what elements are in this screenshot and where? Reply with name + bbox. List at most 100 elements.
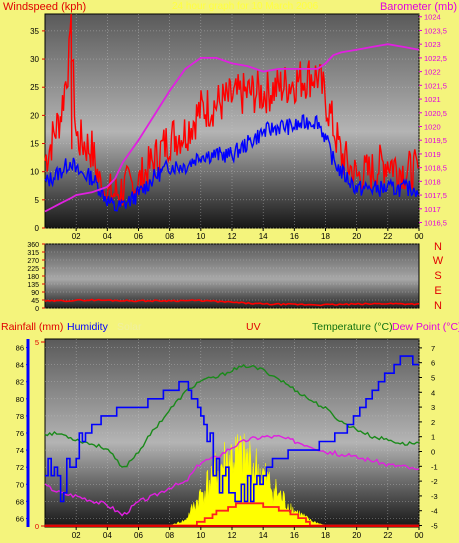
x-tick-label: 04 [103,531,112,540]
humidity-tick-label: 66 [16,514,24,523]
barometer-series-line [44,43,420,213]
rainfall-label: Rainfall (mm) [1,321,63,333]
x-tick-label: 08 [165,232,174,241]
y2-tick-label: 1023,5 [424,26,447,35]
x-tick-label: 10 [196,531,205,540]
temperature-label: Temperature (°C) [312,321,393,333]
x-tick-label: 14 [259,531,268,540]
x-tick-label: 06 [134,531,143,540]
y2-tick-label: 1020 [424,122,441,131]
dew-point-label: Dew Point (°C) [392,321,459,333]
temperature-tick-label: 4 [431,388,435,397]
y2-tick-label: 1022 [424,68,441,77]
wind-direction-series-line [44,298,420,307]
x-tick-label: 06 [134,232,143,241]
humidity-tick-label: 84 [16,361,24,370]
uv-label: UV [246,321,261,333]
humidity-y-axis: 66 68 70 72 74 76 78 80 82 84 86 [16,339,30,527]
y2-tick-label: 1020,5 [424,109,447,118]
y2-tick-label: 1018 [424,177,441,186]
direction-series [44,298,420,307]
x-tick-label: 22 [383,531,392,540]
temperature-tick-label: 5 [431,373,435,382]
y2-tick-label: 1023 [424,40,441,49]
x-tick-label: 18 [321,232,330,241]
x-tick-label: 20 [352,531,361,540]
dew-point-series-line [44,434,420,517]
compass-label: S [434,270,441,282]
humidity-label: Humidity [67,321,109,333]
y2-tick-label: 1019,5 [424,136,447,145]
solar-label: Solar [117,321,142,333]
humidity-tick-label: 74 [16,446,24,455]
windspeed-axis-label: Windspeed (kph) [3,1,86,13]
compass-label: W [433,255,444,267]
climate-series [44,355,420,527]
y-tick-label: 30 [30,55,39,64]
climate-x-axis: 02 04 06 08 10 12 14 16 18 20 22 00 [72,527,424,540]
humidity-tick-label: 82 [16,378,24,387]
compass-label: E [434,285,441,297]
y2-tick-label: 1018,5 [424,164,447,173]
temperature-tick-label: -1 [431,462,438,471]
x-tick-label: 00 [415,531,424,540]
temperature-tick-label: -5 [431,522,438,531]
y2-tick-label: 1021,5 [424,81,447,90]
humidity-tick-label: 78 [16,412,24,421]
y2-tick-label: 1022,5 [424,54,447,63]
x-tick-label: 02 [72,232,81,241]
temperature-tick-label: 6 [431,359,435,368]
barometer-y-axis: 1024 1023,5 1023 1022,5 1022 1021,5 1021 1020,5… [419,13,447,228]
temperature-tick-label: 1 [431,433,435,442]
wind-x-axis: 02 04 06 08 10 12 14 16 18 20 22 00 [72,228,424,241]
x-tick-label: 18 [321,531,330,540]
x-tick-label: 14 [259,232,268,241]
humidity-tick-label: 80 [16,395,24,404]
y-tick-label: 360 [27,242,39,249]
climate-legend: Rainfall (mm) Humidity Solar UV Temperat… [1,321,459,333]
x-tick-label: 20 [352,232,361,241]
x-tick-label: 22 [383,232,392,241]
x-tick-label: 04 [103,232,112,241]
humidity-series-line [45,355,419,503]
rain-tick-label: 0 [35,522,39,531]
temperature-tick-label: -3 [431,492,438,501]
humidity-tick-label: 72 [16,463,24,472]
y-tick-label: 10 [30,168,39,177]
y2-tick-label: 1017,5 [424,191,447,200]
y2-tick-label: 1021 [424,95,441,104]
humidity-tick-label: 68 [16,497,24,506]
temperature-series-line [44,364,420,468]
temperature-tick-label: 7 [431,344,435,353]
temperature-tick-label: 0 [431,448,435,457]
y2-tick-label: 1019 [424,150,441,159]
temperature-tick-label: 2 [431,418,435,427]
y-tick-label: 0 [35,224,40,233]
rain-tick-label: 5 [35,338,39,347]
y-tick-label: 45 [31,298,39,305]
wind-series [44,13,420,213]
compass-label: N [434,300,442,312]
x-tick-label: 16 [290,232,299,241]
y-tick-label: 180 [27,274,39,281]
wind-average-series-line [44,114,419,212]
x-tick-label: 02 [72,531,81,540]
climate-panel: Rainfall (mm) Humidity Solar UV Temperat… [1,321,459,540]
y-tick-label: 315 [27,250,39,257]
compass-labels: N W S E N [433,241,444,312]
y-tick-label: 25 [30,83,39,92]
humidity-tick-label: 76 [16,429,24,438]
graph-title: 24 hour graph for 10 March 2006 [172,1,319,12]
direction-gridlines [45,243,419,309]
y-tick-label: 5 [35,196,40,205]
y-tick-label: 0 [35,306,39,313]
y2-tick-label: 1016,5 [424,219,447,228]
x-tick-label: 10 [196,232,205,241]
y-tick-label: 15 [30,140,39,149]
barometer-axis-label: Barometer (mb) [380,1,457,13]
temperature-tick-label: -4 [431,507,438,516]
